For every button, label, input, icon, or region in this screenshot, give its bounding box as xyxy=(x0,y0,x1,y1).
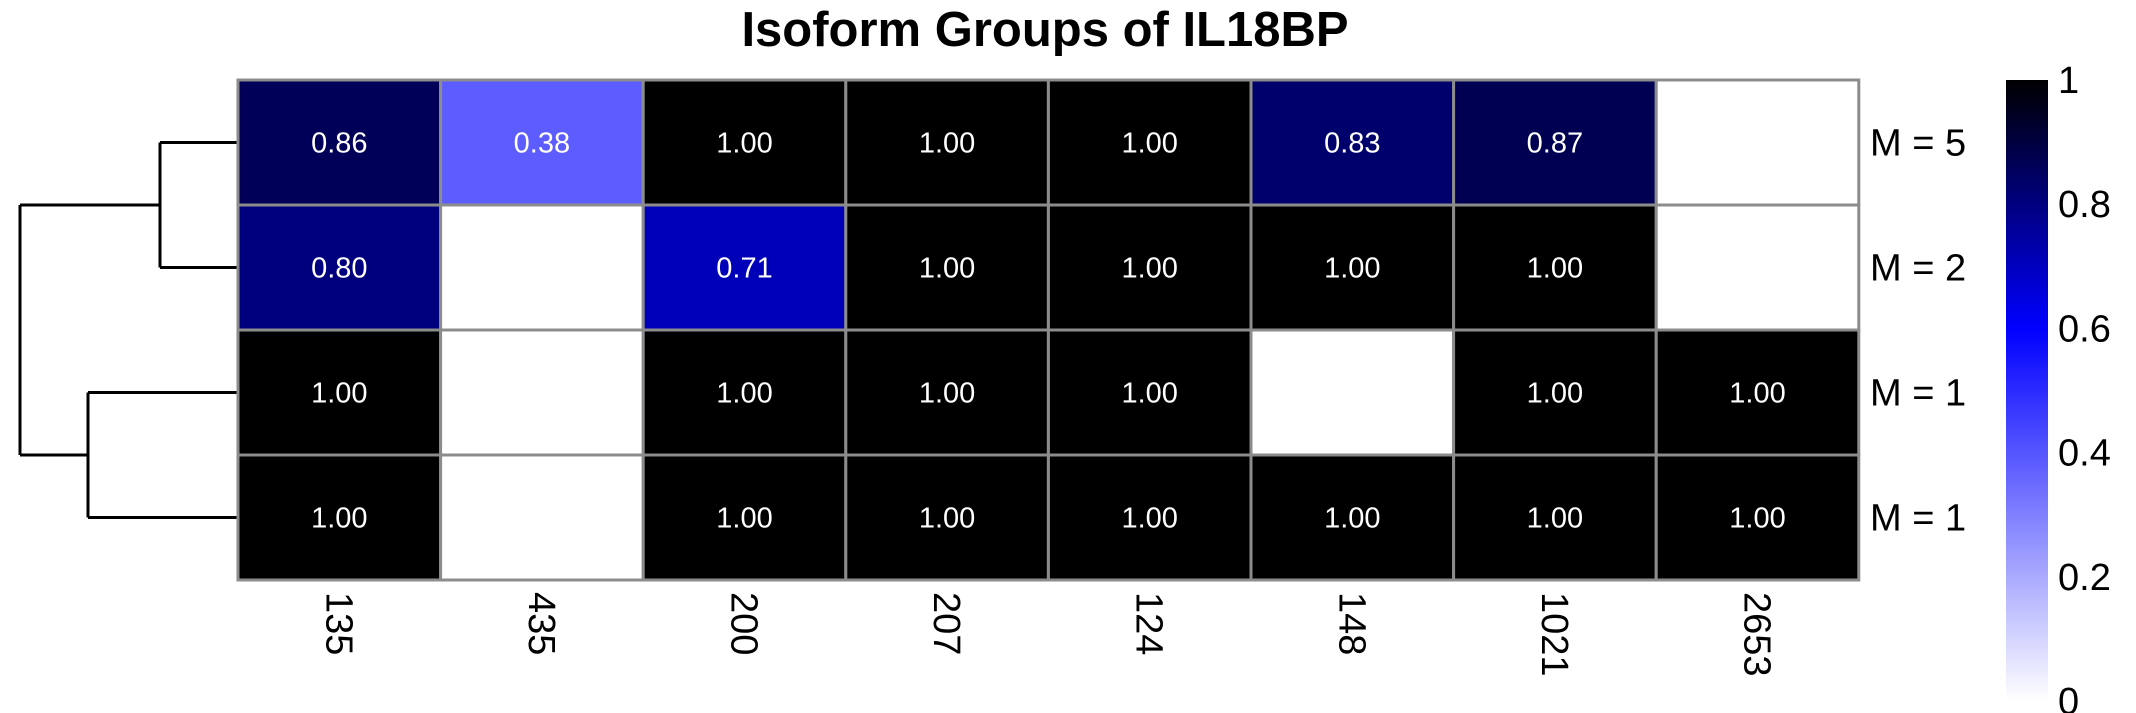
heatmap-cell xyxy=(439,453,645,582)
cell-value-label: 1.00 xyxy=(919,253,975,285)
cell-value-label: 0.87 xyxy=(1527,128,1583,160)
row-dendrogram xyxy=(18,141,238,519)
cell-value-label: 1.00 xyxy=(919,503,975,535)
row-labels: M = 5 M = 2 M = 1 M = 1 xyxy=(1870,123,1966,540)
heatmap-cell xyxy=(1452,328,1658,457)
heatmap-cell xyxy=(1046,203,1253,332)
column-label: 135 xyxy=(317,592,359,655)
cell-value-label: 1.00 xyxy=(716,503,772,535)
cell-value-label: 0.38 xyxy=(514,128,570,160)
cell-value-label: 1.00 xyxy=(1324,503,1380,535)
cell-value-label: 0.86 xyxy=(311,128,367,160)
heatmap-cell xyxy=(641,203,848,332)
color-legend: 0 0.2 0.4 0.6 0.8 1 xyxy=(2006,60,2111,713)
cell-value-label: 0.80 xyxy=(311,253,367,285)
heatmap-cell xyxy=(1452,78,1658,207)
cell-value-label: 1.00 xyxy=(1121,503,1177,535)
cell-value-label: 0.71 xyxy=(716,253,772,285)
cell-value-label: 0.83 xyxy=(1324,128,1380,160)
heatmap-cell xyxy=(1654,453,1861,582)
heatmap-cell xyxy=(1046,453,1253,582)
cell-value-label: 1.00 xyxy=(1527,503,1583,535)
legend-tick-label: 0.2 xyxy=(2058,557,2111,599)
cell-value-label: 1.00 xyxy=(1121,253,1177,285)
cell-value-label: 1.00 xyxy=(716,378,772,410)
heatmap-cell xyxy=(236,203,443,332)
chart-title: Isoform Groups of IL18BP xyxy=(741,3,1348,57)
heatmap-cell xyxy=(1046,328,1253,457)
row-label: M = 1 xyxy=(1870,498,1966,540)
heatmap-cell xyxy=(1654,328,1861,457)
heatmap-cell xyxy=(1249,328,1456,457)
heatmap-cell xyxy=(1654,78,1861,207)
heatmap-cell xyxy=(844,328,1050,457)
cell-value-label: 1.00 xyxy=(1729,378,1785,410)
column-label: 200 xyxy=(723,592,765,655)
cell-value-label: 1.00 xyxy=(1729,503,1785,535)
heatmap-cell xyxy=(844,453,1050,582)
legend-tick-label: 1 xyxy=(2058,60,2079,102)
heatmap-cell xyxy=(439,203,645,332)
row-label: M = 1 xyxy=(1870,373,1966,415)
legend-tick-label: 0.6 xyxy=(2058,308,2111,350)
cell-value-label: 1.00 xyxy=(1121,128,1177,160)
color-legend-bar xyxy=(2006,80,2048,701)
row-label: M = 2 xyxy=(1870,248,1966,290)
legend-tick-label: 0.4 xyxy=(2058,433,2111,475)
heatmap-cell xyxy=(641,328,848,457)
color-legend-ticks: 0 0.2 0.4 0.6 0.8 1 xyxy=(2058,60,2111,713)
row-label: M = 5 xyxy=(1870,123,1966,165)
column-label: 1021 xyxy=(1533,592,1575,677)
heatmap-cells: 0.86 0.38 1.00 1.00 1.00 0.83 0.87 0.80 0.71 1.00… xyxy=(236,78,1861,582)
column-label: 435 xyxy=(520,592,562,655)
heatmap-cell xyxy=(1249,78,1456,207)
column-label: 124 xyxy=(1128,592,1170,655)
cell-value-label: 1.00 xyxy=(311,503,367,535)
cell-value-label: 1.00 xyxy=(919,128,975,160)
legend-tick-label: 0 xyxy=(2058,681,2079,713)
heatmap-cell xyxy=(1654,203,1861,332)
heatmap-cell xyxy=(439,328,645,457)
cell-value-label: 1.00 xyxy=(1324,253,1380,285)
heatmap-cell xyxy=(1452,453,1658,582)
cell-value-label: 1.00 xyxy=(311,378,367,410)
column-labels: 135 435 200 207 124 148 1021 2653 xyxy=(317,592,1777,677)
cell-value-label: 1.00 xyxy=(919,378,975,410)
heatmap-cell xyxy=(1452,203,1658,332)
column-label: 148 xyxy=(1330,592,1372,655)
cell-value-label: 1.00 xyxy=(1527,253,1583,285)
heatmap-cell xyxy=(1249,453,1456,582)
cell-value-label: 1.00 xyxy=(1121,378,1177,410)
column-label: 207 xyxy=(925,592,967,655)
column-label: 2653 xyxy=(1736,592,1778,677)
cell-value-label: 1.00 xyxy=(1527,378,1583,410)
heatmap-cell xyxy=(641,453,848,582)
cell-value-label: 1.00 xyxy=(716,128,772,160)
legend-tick-label: 0.8 xyxy=(2058,184,2111,226)
